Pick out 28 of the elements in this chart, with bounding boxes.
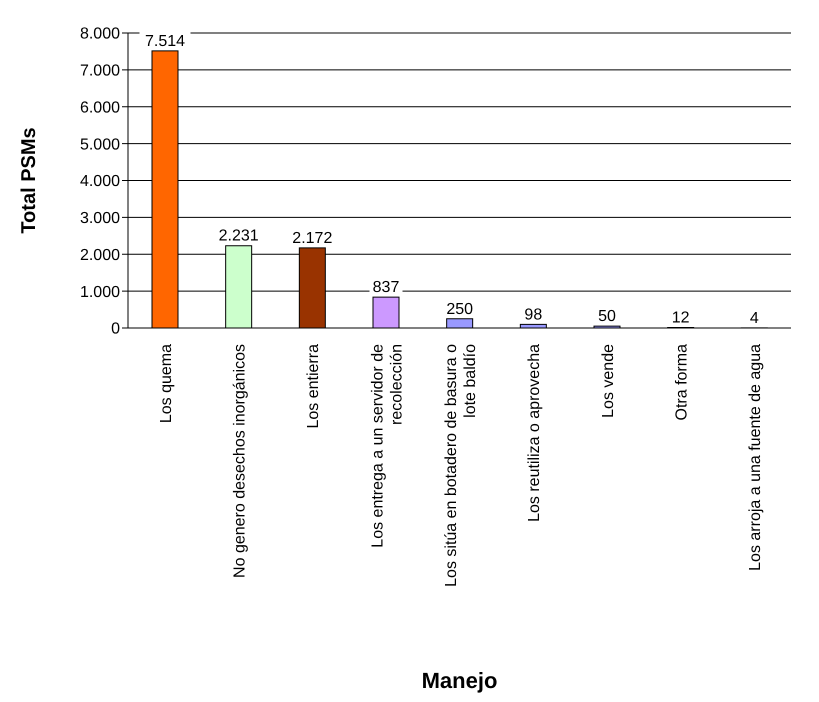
data-label: 837 (372, 279, 400, 296)
x-tick-label: Los entrega a un servidor de recolección (369, 344, 406, 548)
x-tick-label: Los quema (158, 344, 175, 424)
y-tick-label: 4.000 (80, 173, 120, 190)
data-label: 2.172 (292, 230, 332, 247)
data-label: 50 (598, 308, 616, 326)
x-tick-label: No genero desechos inorgánicos (232, 344, 248, 578)
y-tick-label: 1.000 (80, 284, 120, 301)
y-tick-label: 7.000 (80, 62, 120, 80)
y-tick-label: 6.000 (80, 99, 120, 116)
data-label: 98 (524, 306, 542, 324)
y-tick-label: 3.000 (80, 210, 120, 228)
y-tick-label: 2.000 (80, 246, 120, 264)
data-label: 250 (446, 300, 474, 318)
x-tick-label: Los reutiliza o aprovecha (526, 344, 544, 522)
x-axis-title: Manejo (422, 668, 498, 693)
y-tick-label: 5.000 (80, 136, 120, 154)
x-tick-label: Los arroja a una fuente de agua (747, 344, 764, 571)
data-label: 12 (672, 310, 690, 327)
x-tick-label: Los entierra (305, 344, 322, 428)
y-tick-label: 8.000 (80, 26, 120, 43)
y-axis-title: Total PSMs (18, 127, 40, 234)
x-tick-label: Los vende (600, 344, 617, 418)
data-label: 4 (750, 310, 759, 327)
y-tick-label: 0 (111, 320, 120, 338)
data-label: 7.514 (144, 32, 186, 50)
data-label: 2.231 (218, 228, 259, 245)
x-tick-label: Otra forma (674, 344, 690, 420)
